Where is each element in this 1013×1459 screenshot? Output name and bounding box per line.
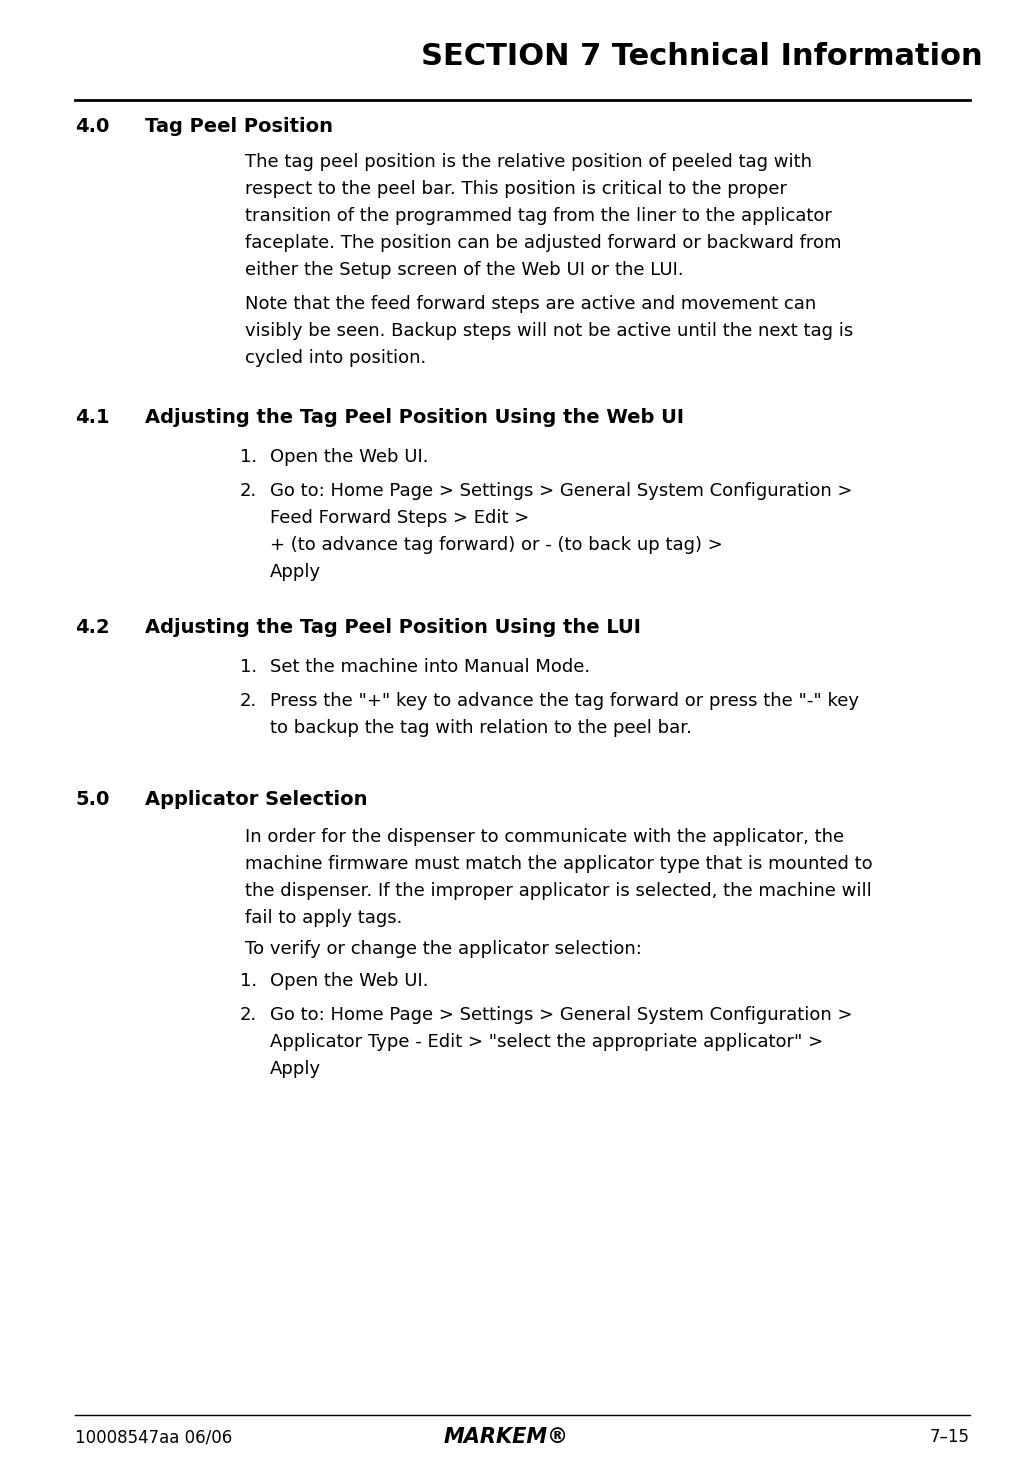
Text: cycled into position.: cycled into position.: [245, 349, 426, 368]
Text: transition of the programmed tag from the liner to the applicator: transition of the programmed tag from th…: [245, 207, 832, 225]
Text: fail to apply tags.: fail to apply tags.: [245, 909, 402, 926]
Text: Tag Peel Position: Tag Peel Position: [145, 117, 333, 136]
Text: 2.: 2.: [240, 692, 257, 711]
Text: 5.0: 5.0: [75, 789, 109, 808]
Text: In order for the dispenser to communicate with the applicator, the: In order for the dispenser to communicat…: [245, 829, 844, 846]
Text: MARKEM®: MARKEM®: [444, 1427, 569, 1447]
Text: + (to advance tag forward) or - (to back up tag) >: + (to advance tag forward) or - (to back…: [270, 535, 722, 554]
Text: 1.: 1.: [240, 972, 257, 991]
Text: 4.0: 4.0: [75, 117, 109, 136]
Text: Open the Web UI.: Open the Web UI.: [270, 448, 428, 465]
Text: Apply: Apply: [270, 1061, 321, 1078]
Text: machine firmware must match the applicator type that is mounted to: machine firmware must match the applicat…: [245, 855, 872, 872]
Text: SECTION 7 Technical Information: SECTION 7 Technical Information: [421, 42, 983, 71]
Text: Feed Forward Steps > Edit >: Feed Forward Steps > Edit >: [270, 509, 529, 527]
Text: Adjusting the Tag Peel Position Using the LUI: Adjusting the Tag Peel Position Using th…: [145, 619, 641, 638]
Text: Go to: Home Page > Settings > General System Configuration >: Go to: Home Page > Settings > General Sy…: [270, 481, 853, 500]
Text: Open the Web UI.: Open the Web UI.: [270, 972, 428, 991]
Text: 2.: 2.: [240, 1007, 257, 1024]
Text: to backup the tag with relation to the peel bar.: to backup the tag with relation to the p…: [270, 719, 692, 737]
Text: 7–15: 7–15: [930, 1428, 970, 1446]
Text: Applicator Selection: Applicator Selection: [145, 789, 368, 808]
Text: faceplate. The position can be adjusted forward or backward from: faceplate. The position can be adjusted …: [245, 233, 842, 252]
Text: Note that the feed forward steps are active and movement can: Note that the feed forward steps are act…: [245, 295, 816, 314]
Text: either the Setup screen of the Web UI or the LUI.: either the Setup screen of the Web UI or…: [245, 261, 684, 279]
Text: 10008547aa 06/06: 10008547aa 06/06: [75, 1428, 232, 1446]
Text: Set the machine into Manual Mode.: Set the machine into Manual Mode.: [270, 658, 591, 676]
Text: Applicator Type - Edit > "select the appropriate applicator" >: Applicator Type - Edit > "select the app…: [270, 1033, 824, 1050]
Text: To verify or change the applicator selection:: To verify or change the applicator selec…: [245, 940, 642, 959]
Text: Apply: Apply: [270, 563, 321, 581]
Text: 1.: 1.: [240, 448, 257, 465]
Text: 4.1: 4.1: [75, 409, 109, 427]
Text: 2.: 2.: [240, 481, 257, 500]
Text: 4.2: 4.2: [75, 619, 109, 638]
Text: respect to the peel bar. This position is critical to the proper: respect to the peel bar. This position i…: [245, 179, 787, 198]
Text: The tag peel position is the relative position of peeled tag with: The tag peel position is the relative po…: [245, 153, 812, 171]
Text: Adjusting the Tag Peel Position Using the Web UI: Adjusting the Tag Peel Position Using th…: [145, 409, 684, 427]
Text: the dispenser. If the improper applicator is selected, the machine will: the dispenser. If the improper applicato…: [245, 883, 872, 900]
Text: 1.: 1.: [240, 658, 257, 676]
Text: Go to: Home Page > Settings > General System Configuration >: Go to: Home Page > Settings > General Sy…: [270, 1007, 853, 1024]
Text: Press the "+" key to advance the tag forward or press the "-" key: Press the "+" key to advance the tag for…: [270, 692, 859, 711]
Text: visibly be seen. Backup steps will not be active until the next tag is: visibly be seen. Backup steps will not b…: [245, 322, 853, 340]
